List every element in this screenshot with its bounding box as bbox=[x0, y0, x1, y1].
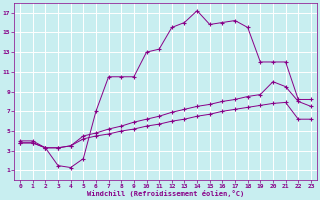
X-axis label: Windchill (Refroidissement éolien,°C): Windchill (Refroidissement éolien,°C) bbox=[87, 190, 244, 197]
